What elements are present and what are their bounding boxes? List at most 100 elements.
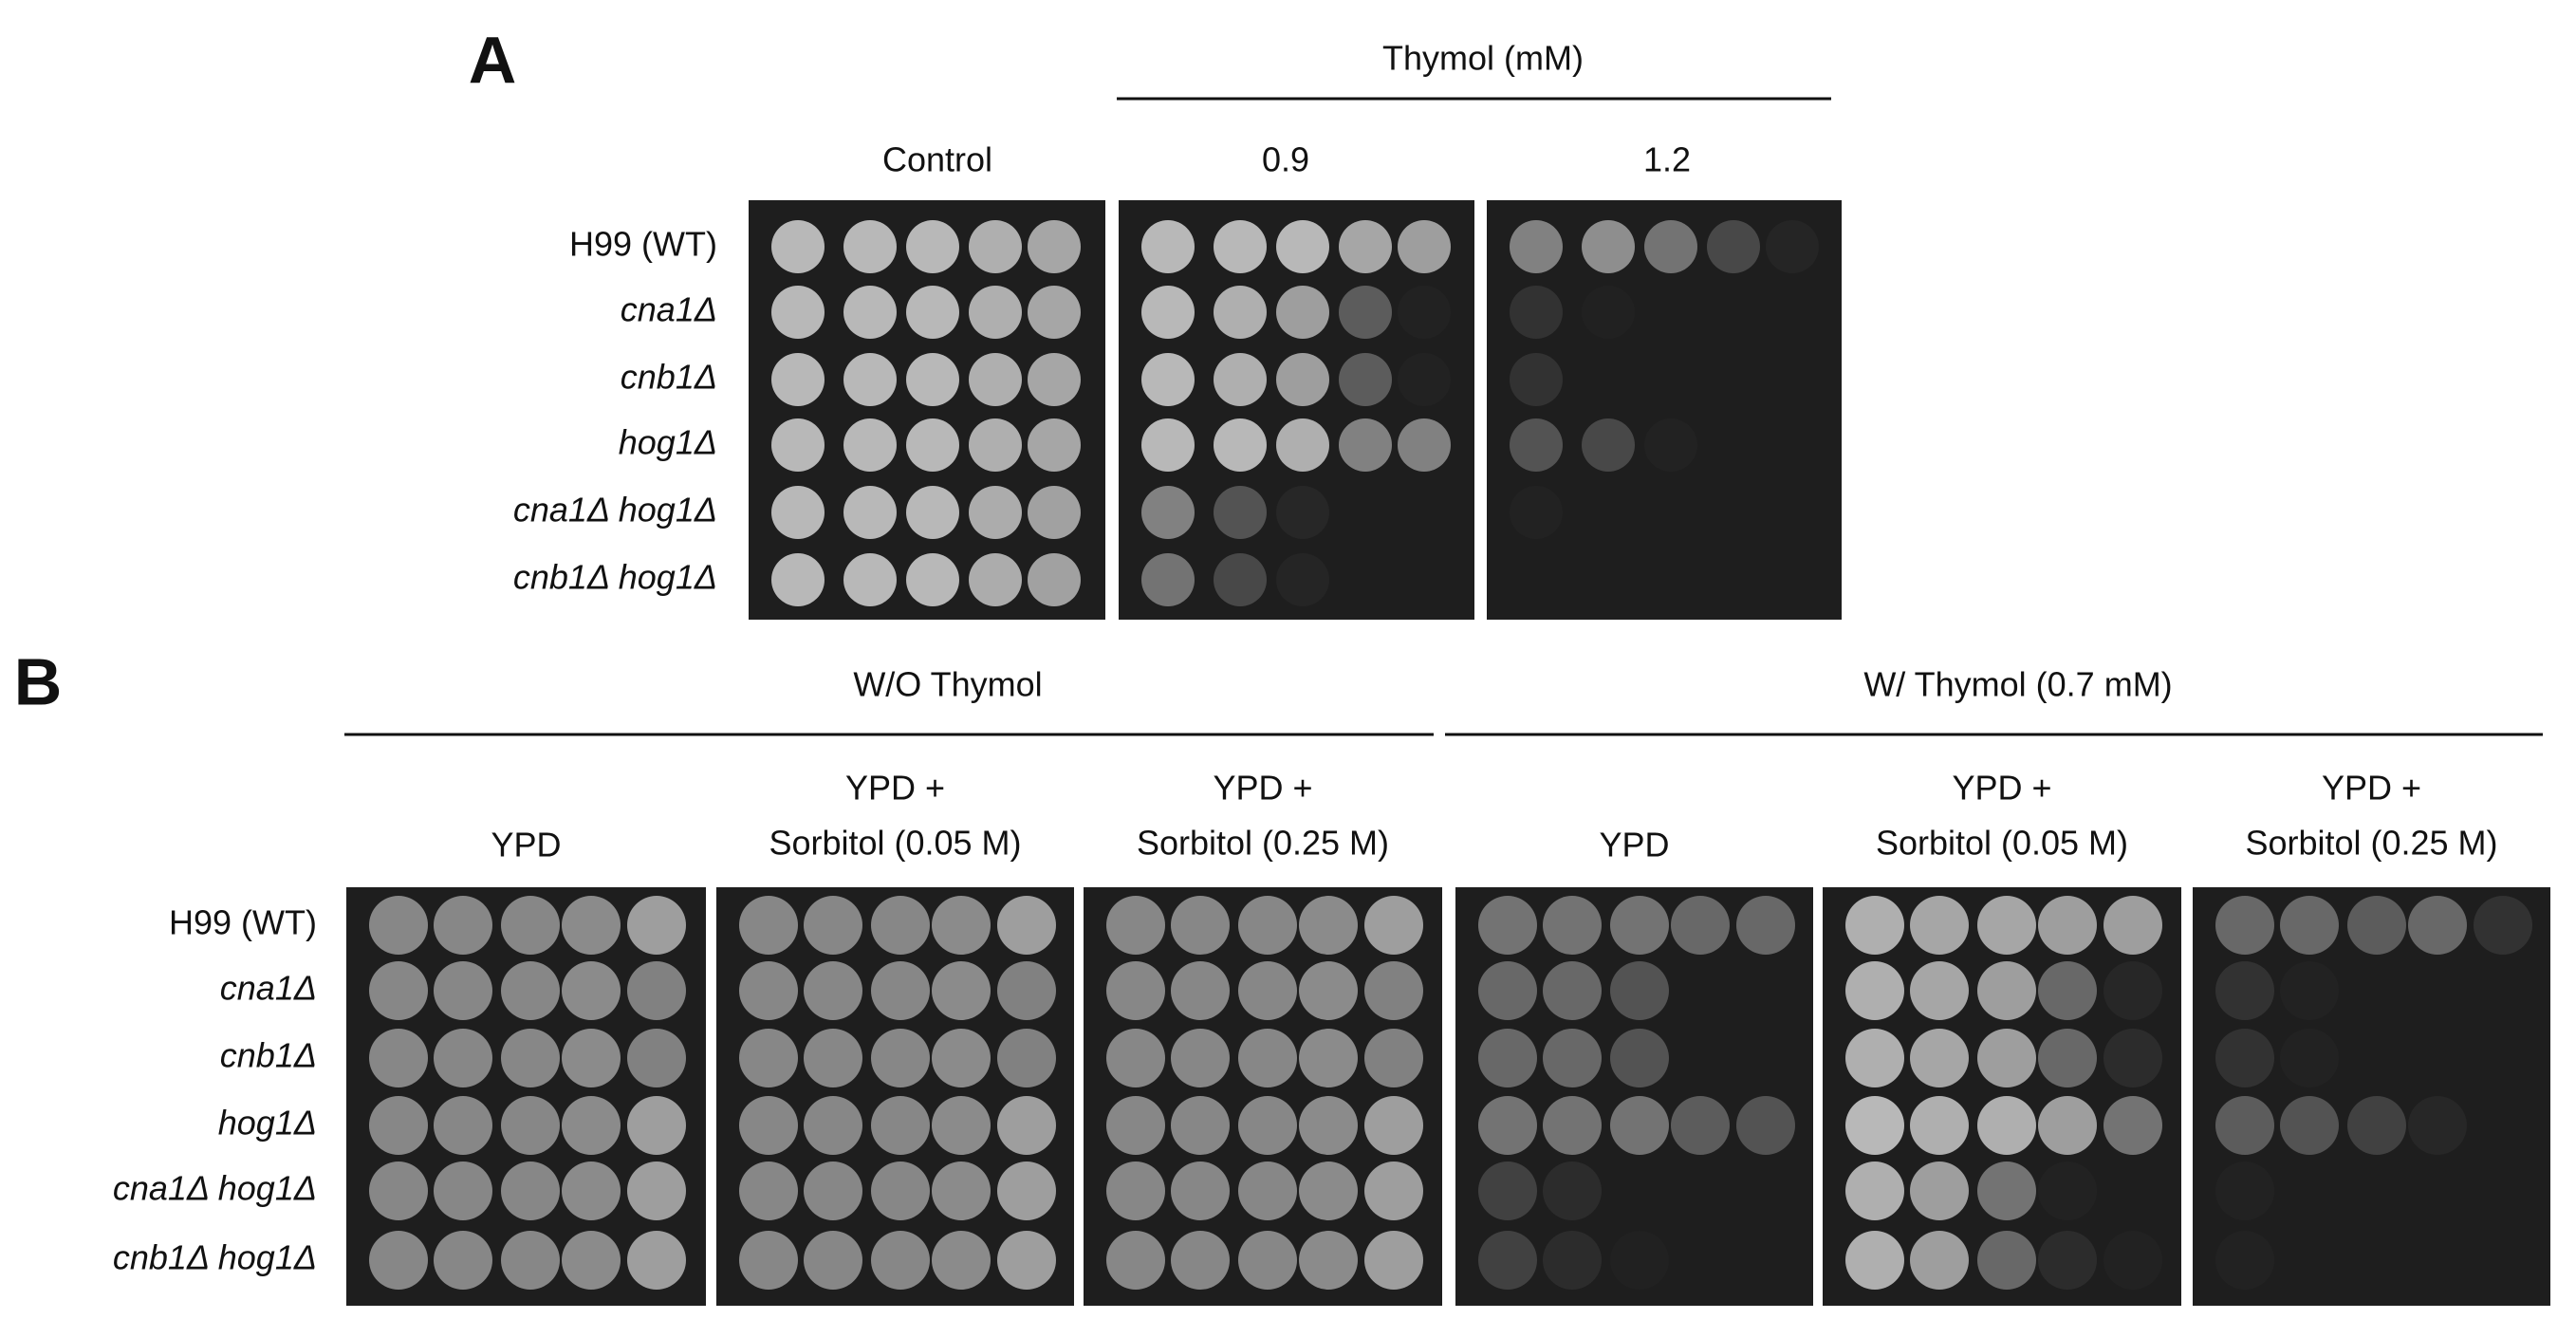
colony-spot: [771, 286, 825, 339]
colony-spot: [969, 286, 1022, 339]
colony-spot: [997, 1029, 1056, 1087]
colony-spot: [1510, 353, 1563, 406]
colony-spot: [369, 1029, 428, 1087]
panel-label: B: [14, 644, 63, 718]
colony-spot: [969, 486, 1022, 539]
colony-spot: [1214, 353, 1267, 406]
colony-spot: [1845, 961, 1904, 1020]
condition-label: YPD: [491, 826, 561, 864]
colony-spot: [1339, 418, 1392, 472]
colony-spot: [2215, 896, 2274, 955]
colony-spot: [1171, 896, 1230, 955]
colony-spot: [562, 961, 621, 1020]
colony-spot: [434, 1231, 492, 1290]
colony-spot: [1644, 220, 1697, 273]
colony-spot: [1141, 220, 1195, 273]
colony-spot: [1543, 961, 1602, 1020]
colony-spot: [906, 286, 959, 339]
condition-label: Sorbitol (0.25 M): [2245, 824, 2497, 863]
colony-spot: [804, 896, 862, 955]
colony-spot: [1543, 1161, 1602, 1220]
colony-spot: [1610, 1029, 1669, 1087]
colony-spot: [1478, 1096, 1537, 1155]
colony-spot: [1106, 1161, 1165, 1220]
colony-spot: [1364, 1161, 1423, 1220]
colony-spot: [1106, 961, 1165, 1020]
colony-spot: [739, 961, 798, 1020]
colony-spot: [771, 418, 825, 472]
colony-spot: [1214, 418, 1267, 472]
colony-spot: [1845, 1231, 1904, 1290]
colony-spot: [997, 1161, 1056, 1220]
colony-spot: [1339, 220, 1392, 273]
colony-spot: [1141, 286, 1195, 339]
colony-spot: [1299, 961, 1358, 1020]
colony-spot: [1141, 418, 1195, 472]
condition-label: Control: [882, 140, 992, 179]
colony-spot: [1171, 1161, 1230, 1220]
colony-spot: [1299, 1161, 1358, 1220]
colony-spot: [1671, 1096, 1730, 1155]
colony-spot: [932, 896, 991, 955]
colony-spot: [1766, 220, 1819, 273]
colony-spot: [2408, 1096, 2467, 1155]
colony-spot: [804, 1231, 862, 1290]
colony-spot: [1644, 418, 1697, 472]
colony-spot: [1478, 1231, 1537, 1290]
colony-spot: [1543, 1231, 1602, 1290]
colony-spot: [997, 1231, 1056, 1290]
colony-spot: [871, 1161, 930, 1220]
colony-spot: [1276, 220, 1329, 273]
colony-spot: [1510, 220, 1563, 273]
colony-spot: [1238, 1231, 1297, 1290]
colony-spot: [1276, 486, 1329, 539]
colony-spot: [501, 961, 560, 1020]
colony-spot: [562, 1161, 621, 1220]
colony-spot: [627, 896, 686, 955]
colony-spot: [1582, 286, 1635, 339]
colony-spot: [434, 1096, 492, 1155]
colony-spot: [1398, 220, 1451, 273]
colony-spot: [501, 1161, 560, 1220]
colony-spot: [1977, 1096, 2036, 1155]
colony-spot: [1543, 896, 1602, 955]
strain-label: hog1Δ: [218, 1104, 317, 1143]
colony-spot: [1028, 553, 1081, 606]
strain-label: cnb1Δ hog1Δ: [513, 558, 717, 597]
colony-spot: [997, 961, 1056, 1020]
colony-spot: [2038, 1096, 2097, 1155]
group-header: W/ Thymol (0.7 mM): [1863, 665, 2172, 704]
colony-spot: [369, 961, 428, 1020]
colony-spot: [1510, 286, 1563, 339]
colony-spot: [739, 1161, 798, 1220]
colony-spot: [1106, 1029, 1165, 1087]
colony-spot: [1364, 1029, 1423, 1087]
colony-spot: [1276, 418, 1329, 472]
colony-spot: [1141, 486, 1195, 539]
colony-spot: [739, 1231, 798, 1290]
colony-spot: [2103, 896, 2162, 955]
colony-spot: [1845, 1029, 1904, 1087]
condition-label: Sorbitol (0.05 M): [1876, 824, 2128, 863]
colony-spot: [627, 1161, 686, 1220]
colony-spot: [1478, 896, 1537, 955]
colony-spot: [871, 1096, 930, 1155]
colony-spot: [771, 353, 825, 406]
colony-spot: [1238, 1096, 1297, 1155]
colony-spot: [2474, 896, 2532, 955]
colony-spot: [843, 220, 897, 273]
colony-spot: [997, 1096, 1056, 1155]
condition-label: YPD +: [1213, 769, 1312, 808]
strain-label: cna1Δ: [220, 969, 317, 1008]
colony-spot: [1478, 1161, 1537, 1220]
colony-spot: [369, 1231, 428, 1290]
colony-spot: [843, 418, 897, 472]
colony-spot: [1214, 553, 1267, 606]
colony-spot: [1736, 1096, 1795, 1155]
colony-spot: [932, 961, 991, 1020]
colony-spot: [906, 418, 959, 472]
colony-spot: [1171, 1029, 1230, 1087]
colony-spot: [871, 1029, 930, 1087]
condition-label: YPD +: [845, 769, 945, 808]
colony-spot: [1171, 1096, 1230, 1155]
